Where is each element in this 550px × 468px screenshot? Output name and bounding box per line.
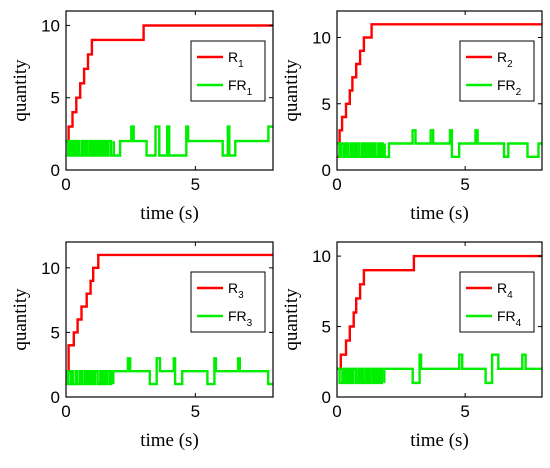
y-axis-label: quantity	[281, 288, 302, 351]
legend-label-r3: R3	[228, 280, 244, 301]
series-line-fr1	[66, 125, 273, 157]
x-axis-label: time (s)	[410, 203, 469, 224]
x-tick-label: 5	[191, 175, 200, 194]
series-line-fr4	[337, 353, 542, 385]
legend-box	[459, 271, 535, 333]
legend-label-r2: R2	[497, 49, 513, 70]
x-tick-label: 0	[332, 175, 341, 194]
legend-box	[459, 40, 535, 102]
x-axis-label: time (s)	[410, 430, 469, 451]
legend-label-fr1: FR1	[228, 77, 253, 98]
y-tick-label: 5	[322, 95, 331, 114]
legend-box	[190, 271, 266, 333]
legend-label-r1: R1	[228, 49, 244, 70]
series-line-r2	[337, 23, 542, 158]
x-tick-label: 0	[61, 402, 70, 421]
series-line-fr2	[337, 129, 542, 158]
y-tick-label: 0	[322, 161, 331, 180]
plot-frame	[65, 241, 274, 398]
legend-label-fr3: FR3	[228, 308, 253, 329]
series-line-r4	[337, 254, 542, 370]
legend-label-fr4: FR4	[497, 308, 522, 329]
series-line-r1	[66, 24, 273, 143]
y-tick-label: 10	[312, 29, 331, 48]
plot-frame	[336, 241, 543, 398]
legend-label-r4: R4	[497, 280, 513, 301]
y-tick-label: 0	[322, 388, 331, 407]
y-tick-label: 5	[51, 323, 60, 342]
y-tick-label: 10	[41, 259, 60, 278]
x-tick-label: 0	[61, 175, 70, 194]
x-tick-label: 5	[191, 402, 200, 421]
y-tick-label: 0	[51, 161, 60, 180]
x-axis-label: time (s)	[140, 430, 199, 451]
y-axis-label: quantity	[10, 59, 31, 122]
y-tick-label: 10	[312, 247, 331, 266]
legend-box	[190, 40, 266, 102]
x-tick-label: 0	[332, 402, 341, 421]
y-tick-label: 5	[51, 89, 60, 108]
y-axis-label: quantity	[10, 288, 31, 351]
y-tick-label: 5	[322, 318, 331, 337]
legend-label-fr2: FR2	[497, 77, 522, 98]
x-tick-label: 5	[460, 175, 469, 194]
x-axis-label: time (s)	[140, 203, 199, 224]
x-tick-label: 5	[460, 402, 469, 421]
y-axis-label: quantity	[281, 59, 302, 122]
series-line-r3	[66, 253, 273, 373]
y-tick-label: 10	[41, 16, 60, 35]
plot-frame	[336, 10, 543, 171]
y-tick-label: 0	[51, 388, 60, 407]
plot-frame	[65, 10, 274, 171]
series-line-fr3	[66, 357, 273, 386]
